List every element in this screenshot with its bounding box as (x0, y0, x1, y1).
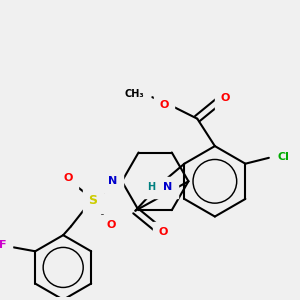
Text: O: O (63, 173, 73, 183)
Text: H: H (147, 182, 155, 192)
Text: Cl: Cl (278, 152, 290, 162)
Text: N: N (108, 176, 117, 186)
Text: O: O (221, 93, 230, 103)
Text: O: O (160, 100, 169, 110)
Text: S: S (88, 194, 97, 207)
Text: O: O (106, 220, 116, 230)
Text: CH₃: CH₃ (125, 89, 144, 99)
Text: F: F (0, 240, 7, 250)
Text: O: O (158, 227, 167, 237)
Text: N: N (163, 182, 172, 192)
